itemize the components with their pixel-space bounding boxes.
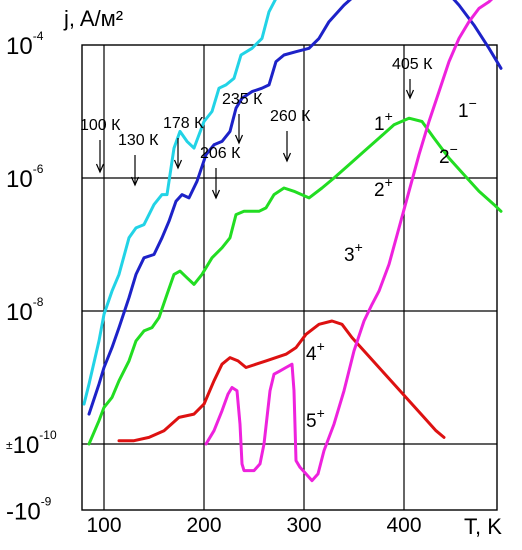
curve-label-4: 3+ bbox=[344, 239, 363, 266]
annotation-label-6: 405 К bbox=[392, 56, 433, 73]
curve-labels: 1+ 1− 2+ 2− 3+ 4+ 5+ bbox=[306, 95, 477, 432]
curve-label-1: 1− bbox=[458, 95, 477, 122]
annotation-arrowhead-3 bbox=[211, 189, 221, 200]
tick-labels: 100 200 300 400 10-4 10-6 10-8 ±10-10 -10-9 bbox=[6, 29, 422, 537]
y-tick-label-e6: 10-6 bbox=[6, 162, 44, 193]
series-line-0 bbox=[82, 0, 277, 406]
annotation-arrowhead-0 bbox=[95, 163, 105, 174]
x-axis-title: T, K bbox=[464, 514, 502, 539]
series-line-3 bbox=[452, 0, 503, 70]
x-tick-label-200: 200 bbox=[186, 514, 221, 537]
series-line-5 bbox=[117, 319, 446, 443]
curve-label-6: 5+ bbox=[306, 405, 325, 432]
grid-lines bbox=[81, 44, 498, 511]
y-tick-label-e4: 10-4 bbox=[6, 29, 44, 60]
curve-label-2: 2+ bbox=[374, 174, 393, 201]
x-tick-label-400: 400 bbox=[386, 514, 421, 537]
annotation-label-0: 100 К bbox=[80, 117, 121, 134]
annotation-arrowhead-2 bbox=[173, 159, 183, 170]
y-tick-label-m9: -10-9 bbox=[6, 495, 52, 526]
annotation-label-1: 130 К bbox=[118, 132, 159, 149]
annotation-arrowhead-5 bbox=[282, 152, 292, 163]
y-tick-label-e10: ±10-10 bbox=[6, 428, 57, 459]
annotation-label-3: 206 К bbox=[200, 145, 241, 162]
x-tick-label-100: 100 bbox=[86, 514, 121, 537]
series-line-4 bbox=[87, 116, 503, 446]
plot-frame bbox=[81, 44, 498, 511]
y-tick-label-e8: 10-8 bbox=[6, 295, 44, 326]
curve-label-0: 1+ bbox=[374, 108, 393, 135]
x-tick-label-300: 300 bbox=[286, 514, 321, 537]
annotation-label-5: 260 К bbox=[270, 108, 311, 125]
annotation-arrowhead-4 bbox=[234, 134, 244, 145]
annotation-arrowhead-1 bbox=[130, 176, 140, 187]
series-line-2 bbox=[87, 0, 353, 416]
annotation-label-2: 178 К bbox=[163, 115, 204, 132]
annotation-arrowhead-6 bbox=[405, 89, 415, 100]
annotation-label-4: 235 К bbox=[222, 91, 263, 108]
curve-label-3: 2− bbox=[439, 141, 458, 168]
data-curves bbox=[82, 0, 503, 483]
y-axis-title: j, A/м² bbox=[63, 6, 123, 31]
curve-label-5: 4+ bbox=[306, 338, 325, 365]
series-line-6 bbox=[204, 0, 494, 483]
